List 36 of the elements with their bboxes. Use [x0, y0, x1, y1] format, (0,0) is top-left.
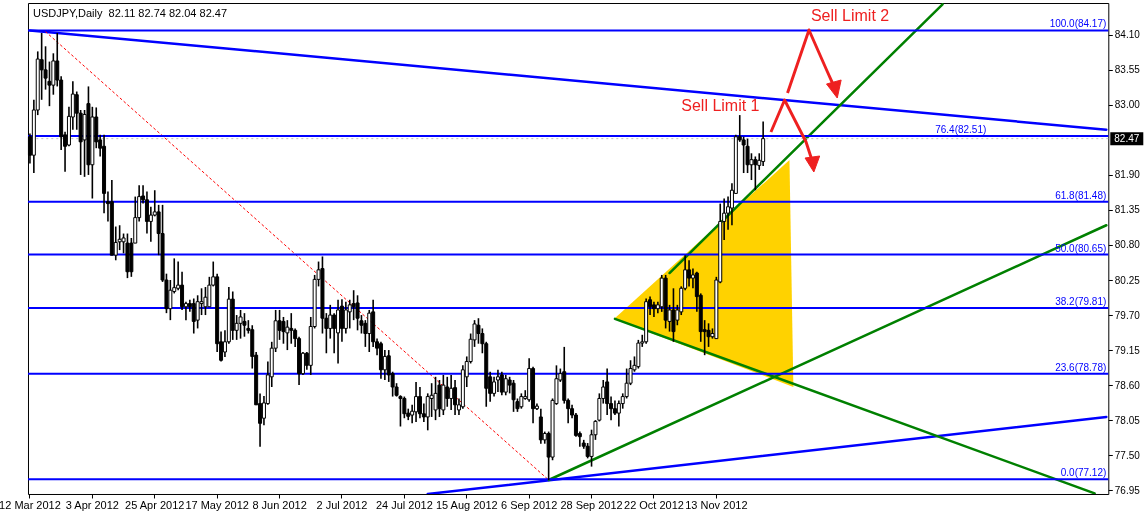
x-tick-label: 8 Jun 2012	[252, 499, 307, 511]
y-tick-label: 77.50	[1114, 449, 1141, 461]
ref-line-label: 76.4(82.51)	[935, 124, 987, 136]
y-tick-label: 84.10	[1114, 29, 1141, 41]
ref-line-label: 38.2(79.81)	[1055, 296, 1107, 308]
y-tick-label: 76.95	[1114, 484, 1141, 496]
y-tick-label: 81.35	[1114, 204, 1141, 216]
x-tick-label: 12 Mar 2012	[0, 499, 61, 511]
annotation: Sell Limit 1	[681, 97, 760, 114]
ref-line-label: 61.8(81.48)	[1055, 189, 1107, 201]
x-tick-label: 25 Apr 2012	[125, 499, 185, 511]
x-tick-label: 24 Jul 2012	[375, 499, 433, 511]
x-tick-label: 28 Sep 2012	[560, 499, 623, 511]
y-tick-label: 81.90	[1114, 169, 1141, 181]
ref-line-label: 100.0(84.17)	[1049, 18, 1107, 30]
x-tick-label: 22 Oct 2012	[624, 499, 684, 511]
annotation: Sell Limit 2	[810, 7, 890, 24]
y-tick-label: 79.15	[1114, 344, 1141, 356]
y-tick-label: 83.55	[1114, 64, 1141, 76]
ref-line-label: 82.47	[1114, 132, 1140, 144]
x-tick-label: 3 Apr 2012	[65, 499, 119, 511]
x-tick-label: 6 Sep 2012	[501, 499, 558, 511]
ref-line-label: 50.0(80.65)	[1055, 242, 1107, 254]
y-tick-label: 80.25	[1114, 274, 1141, 286]
y-tick-label: 79.70	[1114, 309, 1141, 321]
x-tick-label: 17 May 2012	[185, 499, 249, 511]
y-tick-label: 78.05	[1114, 414, 1141, 426]
y-tick-label: 78.60	[1114, 379, 1141, 391]
ref-line-label: 0.0(77.12)	[1060, 467, 1107, 479]
x-tick-label: 15 Aug 2012	[435, 499, 498, 511]
x-tick-label: 2 Jul 2012	[316, 499, 368, 511]
x-tick-label: 13 Nov 2012	[685, 499, 748, 511]
ref-line-label: 23.6(78.78)	[1055, 361, 1107, 373]
y-tick-label: 83.00	[1114, 99, 1141, 111]
chart-title: USDJPY,Daily 82.11 82.74 82.04 82.47	[33, 7, 228, 19]
y-tick-label: 80.80	[1114, 239, 1141, 251]
